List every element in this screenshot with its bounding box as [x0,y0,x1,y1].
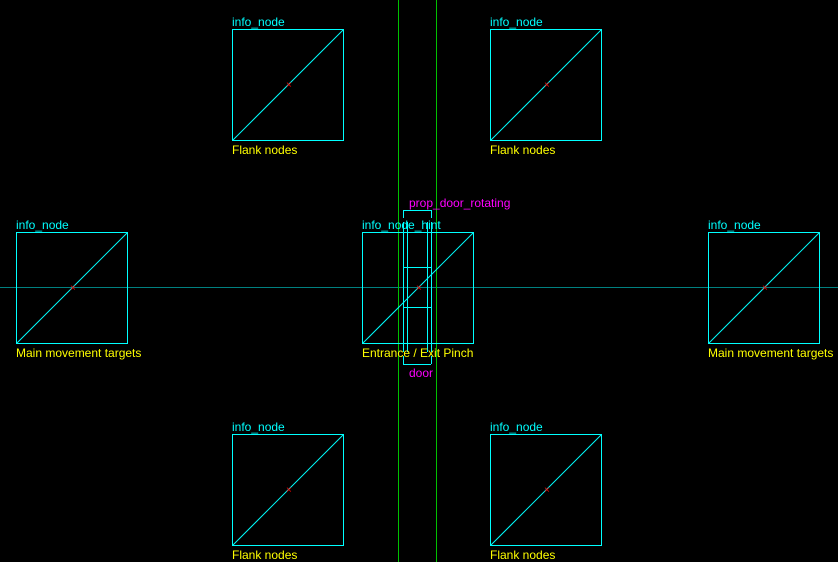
node-flank-bottom-left[interactable]: × [232,434,344,546]
node-caption-flank-top-right: Flank nodes [490,143,555,157]
node-flank-top-left[interactable]: × [232,29,344,141]
guide-line [403,210,404,218]
editor-canvas[interactable]: prop_door_rotatingdoor × info_node Flank no… [0,0,838,562]
node-type-label-flank-bottom-left: info_node [232,420,285,434]
node-center-marker: × [544,488,550,494]
node-type-label-flank-top-right: info_node [490,15,543,29]
node-center-marker: × [544,83,550,89]
node-flank-top-right[interactable]: × [490,29,602,141]
node-caption-main-left: Main movement targets [16,346,141,360]
guide-line [403,364,431,365]
node-center-marker: × [762,286,768,292]
node-center-marker: × [70,286,76,292]
node-caption-main-right: Main movement targets [708,346,833,360]
node-hint-center[interactable]: × [362,232,474,344]
prop-door-label-top: prop_door_rotating [409,196,510,210]
node-type-label-flank-bottom-right: info_node [490,420,543,434]
node-main-right[interactable]: × [708,232,820,344]
node-center-marker: × [286,83,292,89]
node-type-label-main-right: info_node [708,218,761,232]
node-caption-flank-bottom-left: Flank nodes [232,548,297,562]
node-caption-flank-bottom-right: Flank nodes [490,548,555,562]
guide-line [403,210,431,211]
node-center-marker: × [286,488,292,494]
node-flank-bottom-right[interactable]: × [490,434,602,546]
node-type-label-main-left: info_node [16,218,69,232]
prop-door-label-bottom: door [409,366,433,380]
node-caption-hint-center: Entrance / Exit Pinch [362,346,473,360]
guide-line [431,210,432,218]
node-center-marker: × [416,286,422,292]
node-main-left[interactable]: × [16,232,128,344]
node-caption-flank-top-left: Flank nodes [232,143,297,157]
node-type-label-hint-center: info_node_hint [362,218,441,232]
node-type-label-flank-top-left: info_node [232,15,285,29]
